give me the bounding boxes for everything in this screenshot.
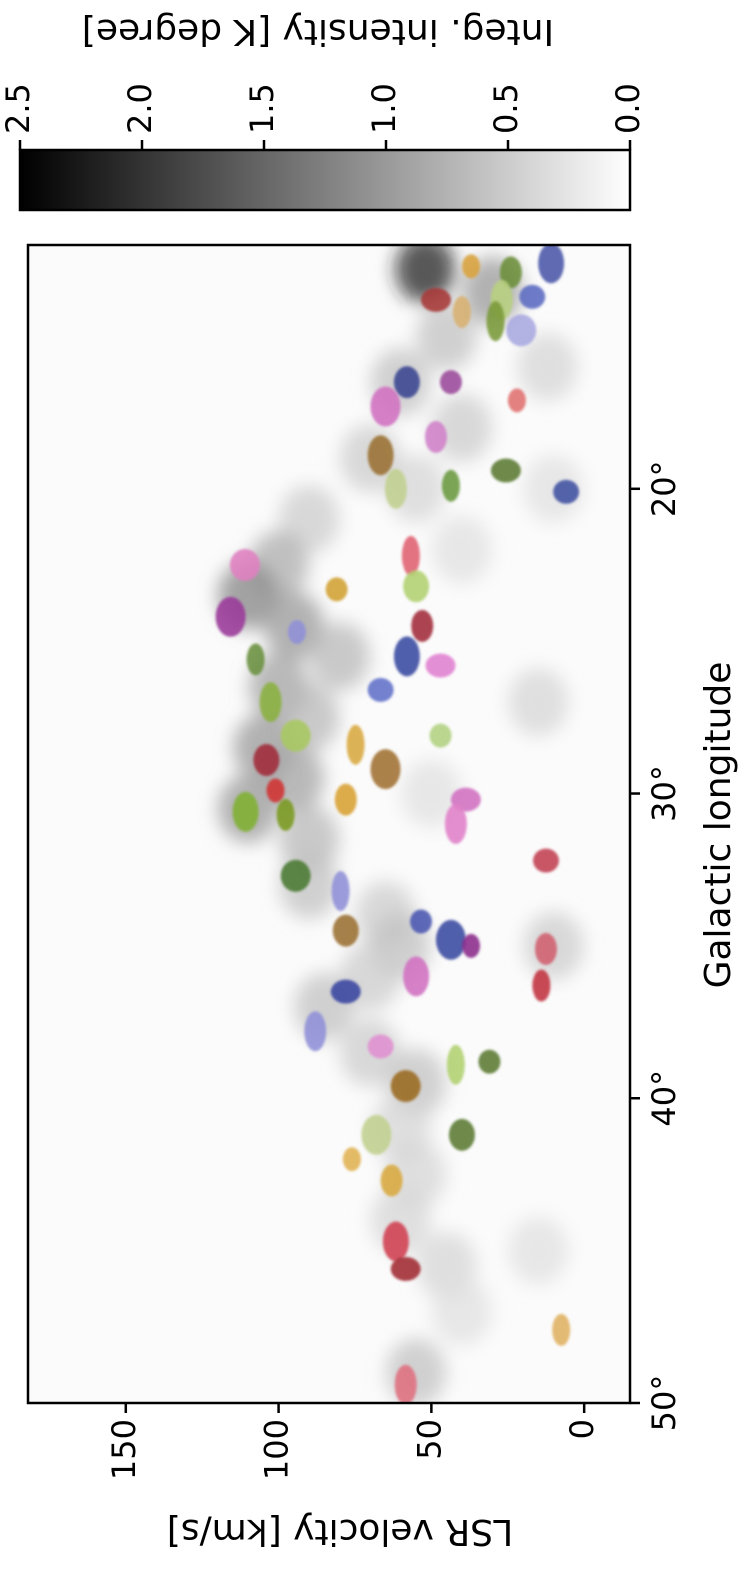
colorbar-tick-label: 0.0 [609,83,647,134]
emission-blob [431,1277,492,1346]
clump [276,798,295,831]
clump [367,1034,394,1059]
clump [390,1256,421,1281]
clump [229,548,260,581]
emission-blob [431,393,492,462]
clump [446,1044,465,1085]
emission-blob [401,759,462,828]
clump [342,1147,361,1172]
clump [435,919,466,960]
clump [490,458,521,483]
x-axis-label: Galactic longitude [698,662,739,989]
clump [280,859,311,892]
clump [394,1364,417,1403]
clump [532,969,551,1002]
clump [259,682,282,723]
emission-blob [386,1338,447,1403]
clump [401,535,420,576]
clump [519,284,546,309]
emission-blob [309,622,370,691]
clump [334,783,357,816]
colorbar-tick-label: 1.0 [365,83,403,134]
clump [478,1049,501,1074]
clump [462,933,481,958]
clump [538,245,565,284]
clump [346,724,365,765]
clump [370,386,401,427]
emission-blob [431,515,492,584]
clump [370,749,401,790]
clump [390,1070,421,1103]
clump [552,1313,571,1346]
emission-blob [395,245,456,304]
clump [452,296,471,329]
clump [553,479,580,504]
clump [462,254,481,279]
x-tick-label: 40° [645,1070,683,1127]
y-tick-label: 50 [410,1419,448,1460]
clump [304,1011,327,1052]
clump [393,366,420,399]
clump [384,468,407,509]
clump [266,778,285,803]
clump [409,909,432,934]
clump [367,677,394,702]
clump [330,979,361,1004]
y-axis-label: LSR velocity [km/s] [167,1511,513,1552]
clump [439,370,462,395]
clump [232,791,259,832]
clump [287,620,306,645]
clump [403,570,430,603]
clump [367,435,394,476]
clump [429,723,452,748]
emission-blob [517,332,578,401]
colorbar-label: Integ. intensity [K degree] [82,11,554,52]
clump [448,1118,475,1151]
clump [325,577,348,602]
clump-layer [215,245,580,1403]
colorbar-tick-label: 2.5 [0,83,37,134]
colorbar [18,148,632,212]
clump [380,1164,403,1197]
clump [534,932,557,965]
rotated-figure: 20° 30° 40° 50° 0 50 100 150 Galactic longitude… [0,11,739,1552]
clump [532,848,559,873]
x-tick-label: 20° [645,460,683,517]
y-tick-label: 0 [563,1419,601,1439]
clump [499,256,522,289]
clump [420,287,451,312]
emission-blob [508,668,569,737]
clump [506,314,537,347]
clump [215,596,246,637]
clump [424,420,447,453]
colorbar-tick-label: 1.5 [243,83,281,134]
clump [444,804,467,844]
clump [486,301,505,342]
clump [332,914,359,947]
x-tick-label: 50° [645,1375,683,1432]
clump [361,1114,392,1155]
x-tick-label: 30° [645,765,683,822]
clump [411,609,434,642]
y-tick-label: 150 [105,1419,143,1480]
clump [507,388,526,413]
clump [246,643,265,676]
clump [441,469,460,502]
axes: 20° 30° 40° 50° 0 50 100 150 [105,460,683,1480]
clump [382,1221,409,1262]
clump [425,653,456,678]
emission-blob [508,1216,569,1285]
y-tick-label: 100 [258,1419,296,1480]
colorbar-tick-label: 0.5 [487,83,525,134]
clump [403,956,430,997]
clump [331,871,350,912]
clump [253,744,280,777]
clump [280,719,311,752]
colorbar-tick-label: 2.0 [121,83,159,134]
clump [393,636,420,677]
plot-frame [26,243,632,1405]
